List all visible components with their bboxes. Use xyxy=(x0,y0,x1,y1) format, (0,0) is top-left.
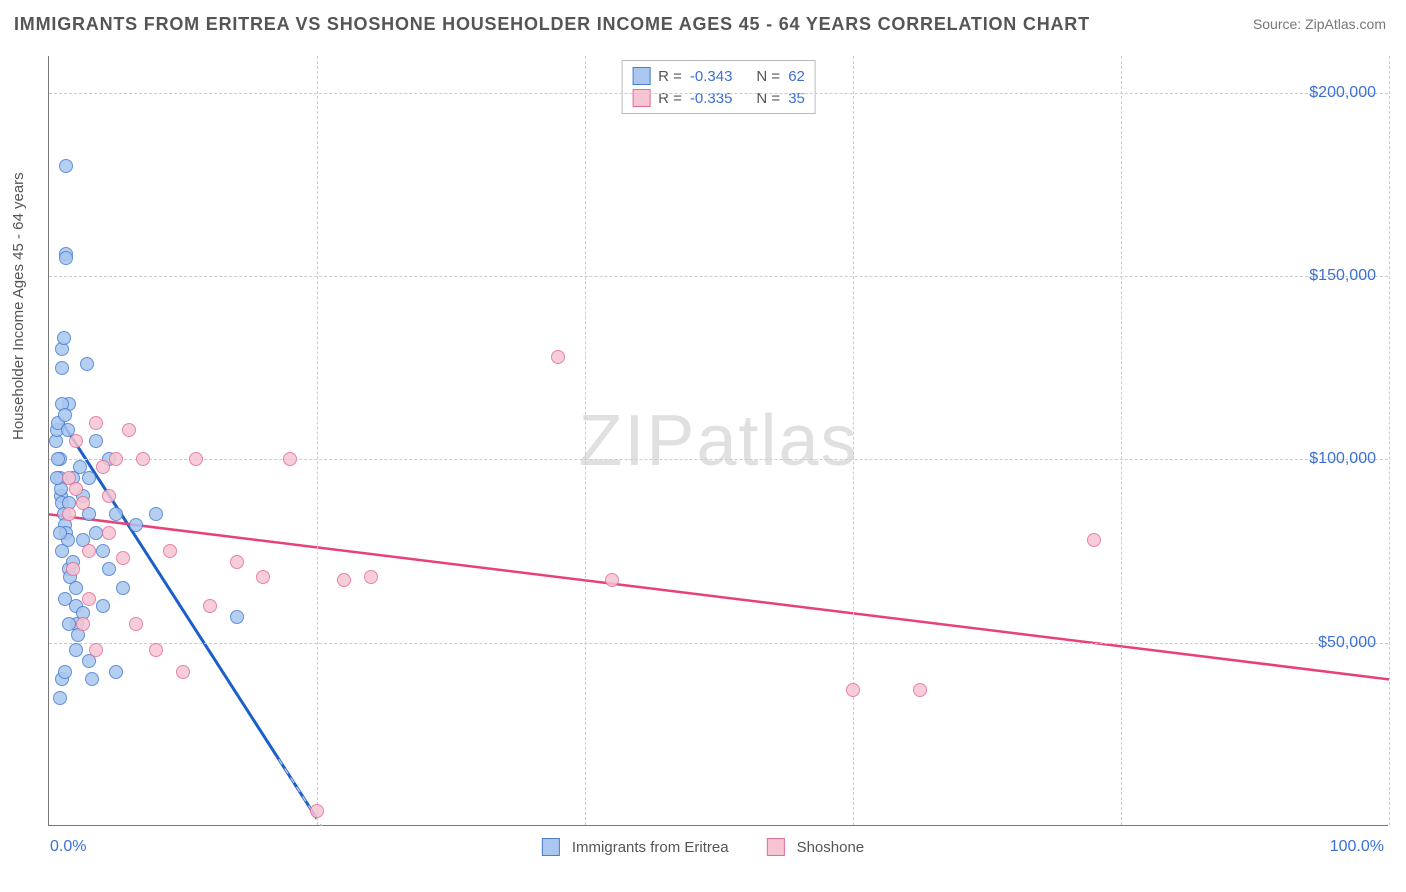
legend-bottom-label-1: Shoshone xyxy=(797,839,865,856)
legend-bottom-swatch-0 xyxy=(542,838,560,856)
y-tick-label: $150,000 xyxy=(1309,267,1376,285)
legend-correlation-box: R = -0.343 N = 62 R = -0.335 N = 35 xyxy=(621,60,816,114)
data-point-series-1 xyxy=(96,460,110,474)
data-point-series-1 xyxy=(136,452,150,466)
data-point-series-0 xyxy=(57,331,71,345)
legend-swatch-series-0 xyxy=(632,67,650,85)
legend-bottom-swatch-1 xyxy=(767,838,785,856)
data-point-series-0 xyxy=(51,452,65,466)
source-prefix: Source: xyxy=(1253,16,1305,32)
vgridline xyxy=(1389,56,1390,825)
regression-extrapolation-series-0 xyxy=(279,759,381,826)
y-tick-label: $50,000 xyxy=(1318,634,1376,652)
chart-title: IMMIGRANTS FROM ERITREA VS SHOSHONE HOUS… xyxy=(14,14,1090,35)
source-name: ZipAtlas.com xyxy=(1305,16,1386,32)
data-point-series-1 xyxy=(605,573,619,587)
data-point-series-0 xyxy=(58,408,72,422)
hgridline xyxy=(49,643,1388,644)
legend-row-series-1: R = -0.335 N = 35 xyxy=(632,87,805,109)
legend-bottom-label-0: Immigrants from Eritrea xyxy=(572,839,729,856)
data-point-series-1 xyxy=(62,507,76,521)
data-point-series-1 xyxy=(163,544,177,558)
data-point-series-0 xyxy=(129,518,143,532)
data-point-series-0 xyxy=(55,361,69,375)
data-point-series-1 xyxy=(1087,533,1101,547)
y-tick-label: $200,000 xyxy=(1309,84,1376,102)
data-point-series-0 xyxy=(62,617,76,631)
data-point-series-0 xyxy=(89,526,103,540)
data-point-series-0 xyxy=(96,599,110,613)
data-point-series-1 xyxy=(76,496,90,510)
data-point-series-0 xyxy=(89,434,103,448)
data-point-series-0 xyxy=(59,251,73,265)
hgridline xyxy=(49,93,1388,94)
data-point-series-1 xyxy=(176,665,190,679)
data-point-series-1 xyxy=(66,562,80,576)
data-point-series-0 xyxy=(55,544,69,558)
y-tick-label: $100,000 xyxy=(1309,450,1376,468)
legend-n-value-0: 62 xyxy=(788,68,805,85)
data-point-series-1 xyxy=(551,350,565,364)
data-point-series-1 xyxy=(122,423,136,437)
data-point-series-1 xyxy=(102,526,116,540)
data-point-series-0 xyxy=(102,562,116,576)
data-point-series-1 xyxy=(310,804,324,818)
regression-line-series-1 xyxy=(49,514,1389,679)
data-point-series-1 xyxy=(149,643,163,657)
data-point-series-1 xyxy=(116,551,130,565)
y-axis-label: Householder Income Ages 45 - 64 years xyxy=(10,172,27,440)
data-point-series-1 xyxy=(69,482,83,496)
data-point-series-1 xyxy=(89,416,103,430)
data-point-series-1 xyxy=(256,570,270,584)
regression-lines-svg xyxy=(49,56,1389,826)
data-point-series-1 xyxy=(189,452,203,466)
data-point-series-0 xyxy=(58,665,72,679)
data-point-series-0 xyxy=(80,357,94,371)
chart-plot-area: ZIPatlas R = -0.343 N = 62 R = -0.335 N … xyxy=(48,56,1388,826)
legend-r-label-0: R = xyxy=(658,68,682,85)
data-point-series-1 xyxy=(230,555,244,569)
data-point-series-0 xyxy=(109,665,123,679)
legend-n-label-0: N = xyxy=(756,68,780,85)
legend-r-value-0: -0.343 xyxy=(690,68,733,85)
vgridline xyxy=(317,56,318,825)
legend-row-series-0: R = -0.343 N = 62 xyxy=(632,65,805,87)
data-point-series-0 xyxy=(53,526,67,540)
data-point-series-0 xyxy=(116,581,130,595)
source-attribution: Source: ZipAtlas.com xyxy=(1253,16,1386,32)
data-point-series-1 xyxy=(82,544,96,558)
data-point-series-0 xyxy=(69,581,83,595)
data-point-series-1 xyxy=(109,452,123,466)
hgridline xyxy=(49,276,1388,277)
data-point-series-1 xyxy=(846,683,860,697)
hgridline xyxy=(49,459,1388,460)
x-axis-max-label: 100.0% xyxy=(1330,838,1384,856)
vgridline xyxy=(853,56,854,825)
data-point-series-1 xyxy=(89,643,103,657)
data-point-series-1 xyxy=(203,599,217,613)
data-point-series-0 xyxy=(96,544,110,558)
data-point-series-1 xyxy=(102,489,116,503)
data-point-series-0 xyxy=(58,592,72,606)
data-point-series-1 xyxy=(82,592,96,606)
data-point-series-0 xyxy=(82,471,96,485)
data-point-series-1 xyxy=(364,570,378,584)
data-point-series-0 xyxy=(85,672,99,686)
data-point-series-0 xyxy=(53,691,67,705)
data-point-series-1 xyxy=(76,617,90,631)
legend-series-box: Immigrants from Eritrea Shoshone xyxy=(542,838,864,856)
x-axis-min-label: 0.0% xyxy=(50,838,86,856)
data-point-series-0 xyxy=(109,507,123,521)
data-point-series-0 xyxy=(230,610,244,624)
vgridline xyxy=(1121,56,1122,825)
data-point-series-0 xyxy=(69,643,83,657)
data-point-series-1 xyxy=(913,683,927,697)
vgridline xyxy=(585,56,586,825)
data-point-series-1 xyxy=(283,452,297,466)
data-point-series-0 xyxy=(59,159,73,173)
data-point-series-1 xyxy=(129,617,143,631)
data-point-series-1 xyxy=(337,573,351,587)
data-point-series-0 xyxy=(149,507,163,521)
data-point-series-1 xyxy=(69,434,83,448)
